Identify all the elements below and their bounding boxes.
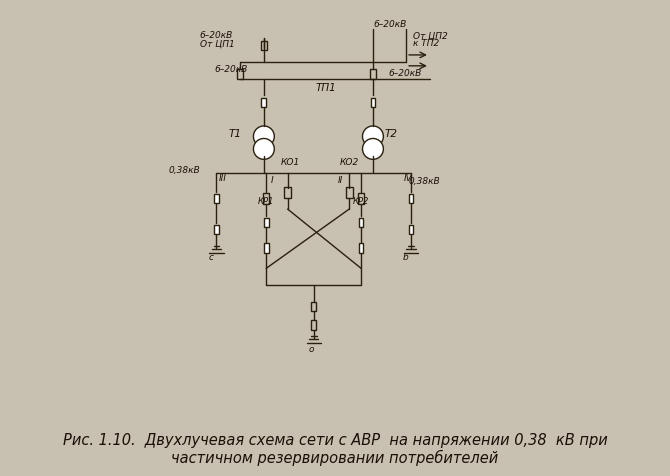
Circle shape bbox=[253, 127, 274, 148]
Bar bbox=[358, 218, 363, 228]
Text: b: b bbox=[403, 252, 409, 261]
Bar bbox=[371, 99, 375, 108]
Text: o: o bbox=[309, 345, 314, 354]
Text: 6–20кВ: 6–20кВ bbox=[200, 31, 233, 40]
Bar bbox=[263, 194, 269, 204]
Bar bbox=[261, 41, 267, 51]
Text: 6–20кВ: 6–20кВ bbox=[214, 64, 247, 73]
Text: I: I bbox=[271, 175, 273, 184]
Text: Oт ЦП2: Oт ЦП2 bbox=[413, 31, 448, 40]
Text: КО1: КО1 bbox=[281, 158, 299, 167]
Circle shape bbox=[362, 127, 383, 148]
Text: 6–20кВ: 6–20кВ bbox=[388, 69, 421, 78]
Bar bbox=[409, 225, 413, 235]
Bar bbox=[312, 302, 316, 311]
Bar bbox=[358, 194, 364, 204]
Text: Рис. 1.10.  Двухлучевая схема сети с АВР  на напряжении 0,38  кВ при
частичном р: Рис. 1.10. Двухлучевая схема сети с АВР … bbox=[62, 432, 608, 466]
Text: 0,38кВ: 0,38кВ bbox=[168, 166, 200, 175]
Text: Oт ЦП1: Oт ЦП1 bbox=[200, 40, 234, 49]
Bar bbox=[409, 195, 413, 204]
Bar bbox=[214, 225, 219, 235]
Text: c: c bbox=[208, 252, 213, 261]
Bar bbox=[261, 99, 266, 108]
Text: IV: IV bbox=[404, 173, 413, 182]
Text: II: II bbox=[338, 175, 342, 184]
Circle shape bbox=[362, 139, 383, 160]
Bar bbox=[264, 244, 269, 253]
Bar bbox=[370, 70, 376, 79]
Text: T2: T2 bbox=[385, 128, 398, 138]
Bar bbox=[284, 188, 291, 198]
Text: КР1: КР1 bbox=[258, 197, 275, 206]
Bar bbox=[264, 218, 269, 228]
Bar bbox=[358, 244, 363, 253]
Text: III: III bbox=[219, 173, 226, 182]
Circle shape bbox=[253, 139, 274, 160]
Bar bbox=[237, 70, 243, 79]
Text: КР2: КР2 bbox=[353, 197, 369, 206]
Text: к ТП2: к ТП2 bbox=[413, 40, 440, 49]
Text: КО2: КО2 bbox=[340, 158, 359, 167]
Bar bbox=[214, 195, 219, 204]
Text: T1: T1 bbox=[228, 128, 241, 138]
Text: 0,38кВ: 0,38кВ bbox=[409, 177, 440, 186]
Text: ТП1: ТП1 bbox=[315, 82, 336, 92]
Text: 6–20кВ: 6–20кВ bbox=[374, 20, 407, 30]
Bar bbox=[346, 188, 352, 198]
Bar bbox=[312, 321, 316, 330]
